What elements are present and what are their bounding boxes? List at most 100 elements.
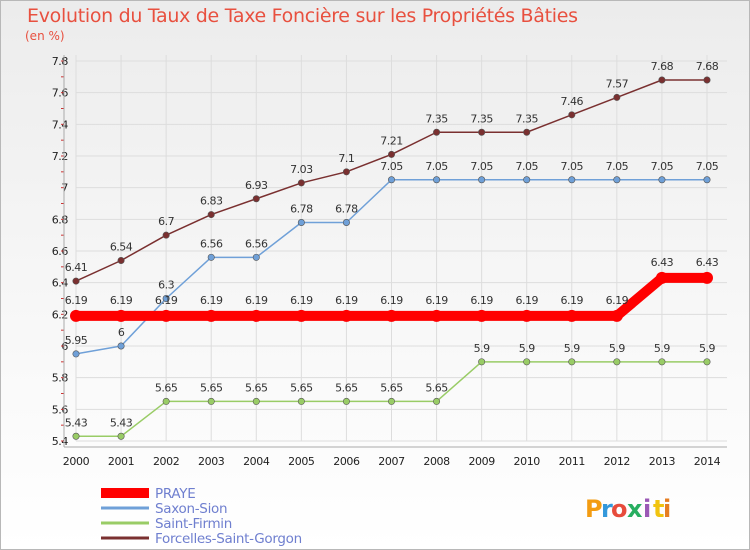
point-forcelles-saint-gorgon-2010 (523, 128, 531, 136)
point-forcelles-saint-gorgon-2012 (613, 93, 621, 101)
point-saxon-sion-2006 (342, 219, 350, 227)
chart-subtitle: (en %) (25, 29, 65, 43)
data-label-praye-2004: 6.19 (245, 294, 268, 307)
point-praye-2008 (430, 309, 443, 322)
point-saxon-sion-2007 (387, 176, 395, 184)
data-label-forcelles-saint-gorgon-2001: 6.54 (110, 241, 133, 254)
point-saint-firmin-2004 (252, 397, 260, 405)
brand-logo-letter: i (663, 495, 671, 523)
data-label-saint-firmin-2011: 5.9 (564, 342, 580, 355)
data-label-saxon-sion-2007: 7.05 (380, 160, 403, 173)
point-saxon-sion-2008 (433, 176, 441, 184)
data-label-saint-firmin-2000: 5.43 (65, 416, 88, 429)
point-saint-firmin-2000 (72, 432, 80, 440)
legend-label-saxon-sion: Saxon-Sion (155, 501, 227, 517)
y-tick-label-10: 7.4 (52, 118, 69, 131)
data-label-praye-2011: 6.19 (561, 294, 584, 307)
point-praye-2013 (655, 271, 668, 284)
point-forcelles-saint-gorgon-2009 (478, 128, 486, 136)
brand-logo-letter: x (627, 495, 643, 523)
data-label-praye-2013: 6.43 (651, 256, 674, 269)
data-label-saxon-sion-2009: 7.05 (470, 160, 493, 173)
y-tick-label-11: 7.6 (52, 87, 69, 100)
point-praye-2000 (70, 309, 82, 322)
y-tick-label-3: 6 (61, 340, 68, 353)
data-label-praye-2010: 6.19 (515, 294, 538, 307)
point-praye-2010 (520, 309, 533, 322)
x-tick-label-2004: 2004 (243, 455, 270, 468)
x-tick-label-2006: 2006 (333, 455, 360, 468)
data-label-saint-firmin-2003: 5.65 (200, 381, 223, 394)
data-label-saxon-sion-2003: 6.56 (200, 237, 223, 250)
data-label-praye-2003: 6.19 (200, 294, 223, 307)
brand-logo-letter: r (601, 495, 613, 523)
x-tick-label-2013: 2013 (649, 455, 676, 468)
data-label-saxon-sion-2001: 6 (118, 326, 125, 339)
point-praye-2005 (295, 309, 308, 322)
data-label-forcelles-saint-gorgon-2002: 6.7 (158, 215, 174, 228)
data-label-praye-2001: 6.19 (110, 294, 133, 307)
point-forcelles-saint-gorgon-2008 (433, 128, 441, 136)
data-label-praye-2000: 6.19 (65, 294, 88, 307)
data-label-saint-firmin-2009: 5.9 (474, 342, 490, 355)
point-saxon-sion-2002 (162, 294, 170, 302)
point-praye-2002 (160, 309, 173, 322)
point-saint-firmin-2011 (568, 358, 576, 366)
data-label-saxon-sion-2002: 6.3 (158, 279, 174, 292)
legend-label-praye: PRAYE (155, 486, 195, 502)
point-saint-firmin-2006 (342, 397, 350, 405)
data-label-forcelles-saint-gorgon-2000: 6.41 (65, 261, 88, 274)
data-label-saxon-sion-2000: 5.95 (65, 334, 88, 347)
point-saxon-sion-2014 (703, 176, 711, 184)
x-tick-label-2005: 2005 (288, 455, 315, 468)
x-tick-label-2014: 2014 (694, 455, 721, 468)
y-tick-label-5: 6.4 (52, 277, 69, 290)
y-tick-label-7: 6.8 (52, 213, 69, 226)
point-saxon-sion-2013 (658, 176, 666, 184)
brand-logo-letter: P (585, 495, 603, 523)
data-label-saint-firmin-2006: 5.65 (335, 381, 358, 394)
point-forcelles-saint-gorgon-2002 (162, 231, 170, 239)
data-label-forcelles-saint-gorgon-2009: 7.35 (470, 112, 493, 125)
data-label-saint-firmin-2002: 5.65 (155, 381, 178, 394)
data-label-forcelles-saint-gorgon-2003: 6.83 (200, 195, 223, 208)
brand-logo-letter: i (643, 495, 651, 523)
point-saxon-sion-2001 (117, 342, 125, 350)
chart-title: Evolution du Taux de Taxe Foncière sur l… (27, 5, 578, 27)
data-label-forcelles-saint-gorgon-2005: 7.03 (290, 163, 313, 176)
data-label-saxon-sion-2008: 7.05 (425, 160, 448, 173)
point-saint-firmin-2009 (478, 358, 486, 366)
data-label-saint-firmin-2010: 5.9 (519, 342, 535, 355)
point-praye-2009 (475, 309, 488, 322)
data-label-forcelles-saint-gorgon-2007: 7.21 (380, 134, 403, 147)
point-saxon-sion-2010 (523, 176, 531, 184)
data-label-saxon-sion-2014: 7.05 (696, 160, 719, 173)
point-saxon-sion-2003 (207, 253, 215, 261)
data-label-forcelles-saint-gorgon-2011: 7.46 (561, 95, 584, 108)
point-saxon-sion-2012 (613, 176, 621, 184)
point-praye-2007 (385, 309, 398, 322)
data-label-saint-firmin-2007: 5.65 (380, 381, 403, 394)
point-forcelles-saint-gorgon-2011 (568, 111, 576, 119)
x-tick-label-2011: 2011 (559, 455, 585, 468)
data-label-praye-2014: 6.43 (696, 256, 719, 269)
point-saint-firmin-2014 (703, 358, 711, 366)
data-label-forcelles-saint-gorgon-2010: 7.35 (515, 112, 538, 125)
point-saxon-sion-2000 (72, 350, 80, 358)
data-label-saxon-sion-2011: 7.05 (561, 160, 584, 173)
data-label-praye-2002: 6.19 (155, 294, 178, 307)
point-forcelles-saint-gorgon-2007 (387, 150, 395, 158)
data-label-saint-firmin-2012: 5.9 (609, 342, 625, 355)
data-label-forcelles-saint-gorgon-2012: 7.57 (606, 77, 629, 90)
point-forcelles-saint-gorgon-2006 (342, 168, 350, 176)
data-label-saint-firmin-2005: 5.65 (290, 381, 313, 394)
data-label-praye-2012: 6.19 (606, 294, 629, 307)
point-saint-firmin-2001 (117, 432, 125, 440)
point-saint-firmin-2012 (613, 358, 621, 366)
point-saint-firmin-2002 (162, 397, 170, 405)
x-tick-label-2003: 2003 (198, 455, 225, 468)
point-praye-2014 (701, 271, 713, 284)
data-label-forcelles-saint-gorgon-2014: 7.68 (696, 60, 719, 73)
